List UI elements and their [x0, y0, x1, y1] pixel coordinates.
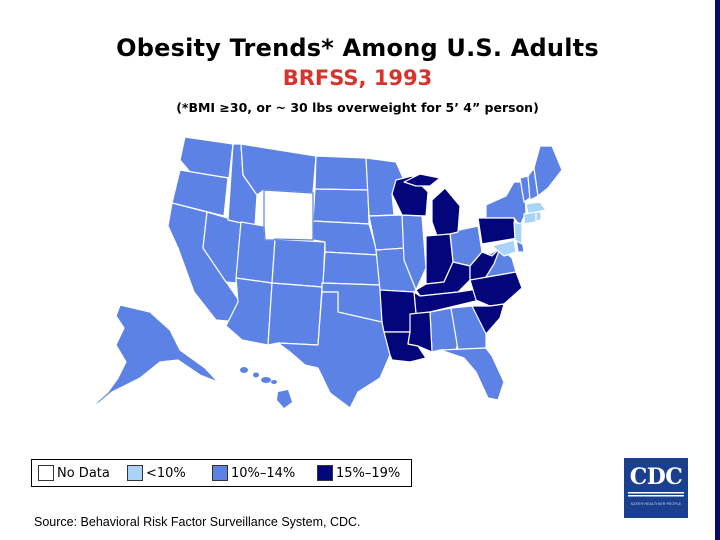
state-massachusetts	[525, 201, 547, 215]
state-connecticut	[523, 211, 537, 225]
state-colorado	[271, 238, 326, 288]
legend-label: No Data	[57, 465, 110, 481]
cdc-logo: CDC SAFER·HEALTHIER·PEOPLE	[624, 458, 688, 518]
legend-label: 10%–14%	[231, 465, 296, 481]
hawaii-islands	[240, 367, 292, 408]
state-north-dakota	[314, 155, 369, 191]
state-kansas	[322, 251, 381, 286]
legend-swatch	[212, 465, 228, 481]
page-title: Obesity Trends* Among U.S. Adults	[116, 34, 599, 62]
state-florida	[439, 347, 505, 401]
legend: No Data <10% 10%–14% 15%–19%	[31, 459, 412, 487]
legend-swatch	[127, 465, 143, 481]
state-south-carolina	[471, 303, 505, 335]
state-maryland	[491, 239, 517, 257]
state-arizona	[225, 277, 273, 346]
state-new-jersey	[513, 221, 523, 245]
state-rhode-island	[535, 211, 542, 222]
legend-swatch	[38, 465, 54, 481]
state-texas	[277, 291, 391, 409]
legend-swatch	[317, 465, 333, 481]
state-mississippi	[407, 311, 433, 353]
state-south-dakota	[312, 188, 370, 225]
state-oregon	[171, 169, 229, 217]
state-michigan	[431, 187, 461, 237]
legend-item-10-14: 10%–14%	[212, 464, 295, 482]
state-michigan-up	[403, 173, 441, 187]
state-maine	[533, 145, 563, 197]
legend-label: <10%	[146, 465, 186, 481]
logo-text: CDC	[629, 464, 683, 490]
legend-item-below-10: <10%	[127, 464, 186, 482]
state-alaska	[89, 304, 219, 409]
legend-label: 15%–19%	[336, 465, 401, 481]
logo-stripes	[628, 492, 684, 497]
footnote: (*BMI ≥30, or ~ 30 lbs overweight for 5’…	[176, 100, 539, 115]
state-wyoming	[263, 189, 314, 241]
source-note: Source: Behavioral Risk Factor Surveilla…	[34, 515, 361, 529]
state-montana	[240, 143, 317, 196]
logo-tagline: SAFER·HEALTHIER·PEOPLE	[630, 502, 682, 506]
state-new-mexico	[267, 282, 323, 346]
legend-item-15-19: 15%–19%	[317, 464, 400, 482]
slide-edge	[715, 0, 720, 540]
subtitle: BRFSS, 1993	[282, 66, 433, 90]
legend-item-no-data: No Data	[38, 464, 110, 482]
